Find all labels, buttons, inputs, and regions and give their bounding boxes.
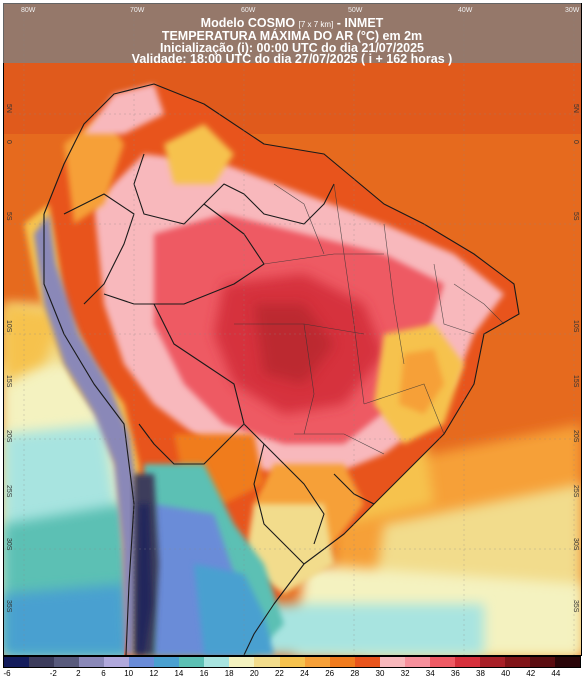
legend-swatch <box>404 657 430 667</box>
legend-tick-label: 24 <box>300 669 310 678</box>
lon-label: 30W <box>565 7 580 14</box>
lat-label: 30S <box>5 538 12 551</box>
lat-label: 0 <box>5 140 12 144</box>
legend-swatch <box>529 657 556 667</box>
legend-swatch <box>555 657 581 667</box>
legend-swatch <box>304 657 330 667</box>
lat-label: 15S <box>572 375 579 388</box>
legend-tick-label: 30 <box>375 669 385 678</box>
lat-label: 35S <box>5 600 12 613</box>
model-title: Modelo COSMO [7 x 7 km] - INMET <box>3 16 581 32</box>
lat-label: 30S <box>572 538 579 551</box>
legend-tick-label: 10 <box>124 669 134 678</box>
lat-label: 5N <box>5 104 12 113</box>
legend-tick-label: 14 <box>174 669 184 678</box>
model-resolution: [7 x 7 km] <box>298 20 334 29</box>
temperature-map <box>4 4 581 655</box>
legend-swatch <box>429 657 455 667</box>
legend-swatch <box>79 657 105 667</box>
model-name: Modelo COSMO <box>200 16 296 30</box>
lon-label: 70W <box>130 7 145 14</box>
legend-swatch <box>29 657 55 667</box>
lat-label: 5N <box>572 104 579 113</box>
lat-label: 15S <box>5 375 12 388</box>
legend-swatch <box>154 657 180 667</box>
lat-label: 35S <box>572 600 579 613</box>
legend-swatch <box>254 657 280 667</box>
lat-label: 10S <box>572 320 579 333</box>
legend-swatch <box>104 657 130 667</box>
legend-swatch <box>204 657 230 667</box>
legend-swatch <box>479 657 505 667</box>
legend-swatch <box>179 657 205 667</box>
legend-tick-label: -2 <box>49 669 57 678</box>
legend-tick-label: -6 <box>3 669 11 678</box>
legend-tick-label: 22 <box>274 669 284 678</box>
map-header: 80W 70W 60W 50W 40W 30W Modelo COSMO [7 … <box>3 3 581 66</box>
lat-label: 0 <box>572 140 579 144</box>
lon-label: 40W <box>458 7 473 14</box>
legend-swatch <box>229 657 255 667</box>
legend-swatch <box>454 657 480 667</box>
variable-title: TEMPERATURA MÁXIMA DO AR (°C) em 2m <box>161 29 423 43</box>
lon-label: 50W <box>348 7 363 14</box>
lat-label: 20S <box>572 430 579 443</box>
color-legend <box>3 656 581 668</box>
lat-label: 25S <box>572 485 579 498</box>
legend-swatch <box>354 657 380 667</box>
model-source: - INMET <box>336 16 384 30</box>
legend-tick-label: 44 <box>551 669 561 678</box>
legend-tick-label: 32 <box>400 669 410 678</box>
legend-tick-label: 28 <box>350 669 360 678</box>
lat-label: 5S <box>572 212 579 221</box>
lon-label: 60W <box>241 7 256 14</box>
valid-time: Validade: 18:00 UTC do dia 27/07/2025 ( … <box>131 52 453 66</box>
legend-tick-label: 2 <box>76 669 81 678</box>
legend-tick-label: 6 <box>101 669 106 678</box>
legend-tick-label: 34 <box>425 669 435 678</box>
legend-swatch <box>4 657 30 667</box>
legend-swatch <box>329 657 355 667</box>
legend-tick-label: 42 <box>526 669 536 678</box>
legend-ticks: -6 -2 2 6 10 12 14 16 18 20 22 24 26 28 30 32 34 36 38 40 42… <box>3 669 581 681</box>
state-borders <box>234 183 505 455</box>
legend-tick-label: 20 <box>249 669 259 678</box>
grid-lines <box>4 4 581 655</box>
legend-tick-label: 26 <box>325 669 335 678</box>
legend-swatch <box>129 657 155 667</box>
legend-swatch <box>54 657 80 667</box>
continent-field <box>24 84 519 655</box>
init-time: Inicialização (i): 00:00 UTC do dia 21/0… <box>160 41 424 55</box>
legend-tick-label: 16 <box>199 669 209 678</box>
legend-tick-label: 36 <box>450 669 460 678</box>
lat-label: 10S <box>5 320 12 333</box>
map-frame <box>3 3 582 656</box>
legend-tick-label: 38 <box>476 669 485 678</box>
legend-tick-label: 40 <box>501 669 511 678</box>
lat-label: 25S <box>5 485 12 498</box>
legend-swatch <box>379 657 405 667</box>
legend-swatch <box>504 657 530 667</box>
legend-swatch <box>279 657 305 667</box>
lon-label: 80W <box>21 7 36 14</box>
lat-label: 5S <box>5 212 12 221</box>
legend-tick-label: 18 <box>224 669 234 678</box>
lat-label: 20S <box>5 430 12 443</box>
legend-tick-label: 12 <box>149 669 159 678</box>
